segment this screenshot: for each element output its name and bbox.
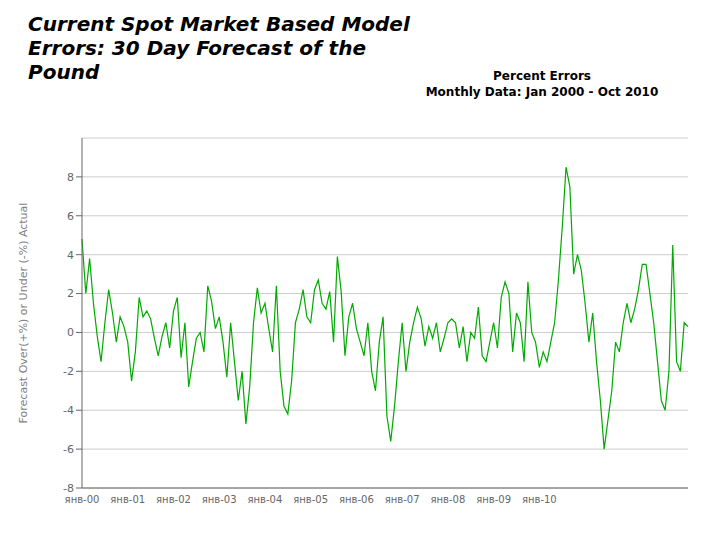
svg-text:янв-05: янв-05 <box>293 494 328 505</box>
svg-text:2: 2 <box>67 287 74 300</box>
svg-text:6: 6 <box>67 210 74 223</box>
svg-text:-4: -4 <box>63 404 74 417</box>
svg-text:-2: -2 <box>63 365 74 378</box>
svg-text:янв-02: янв-02 <box>156 494 191 505</box>
svg-text:8: 8 <box>67 171 74 184</box>
svg-text:янв-07: янв-07 <box>385 494 420 505</box>
svg-text:янв-09: янв-09 <box>476 494 511 505</box>
svg-text:0: 0 <box>67 326 74 339</box>
svg-text:-6: -6 <box>63 443 74 456</box>
svg-text:4: 4 <box>67 249 74 262</box>
html-text:Current Spot Market Based Mode: Current Spot Market Based Model Errors: … <box>28 12 410 84</box>
svg-text:янв-04: янв-04 <box>248 494 283 505</box>
svg-text:Forecast Over(+%) or Under (-%: Forecast Over(+%) or Under (-%) Actual <box>17 203 30 424</box>
svg-text:янв-00: янв-00 <box>65 494 100 505</box>
html-text:Percent Errors Monthly Data: J: Percent Errors Monthly Data: Jan 2000 - … <box>425 69 659 100</box>
svg-text:янв-06: янв-06 <box>339 494 374 505</box>
svg-text:янв-03: янв-03 <box>202 494 237 505</box>
svg-text:-8: -8 <box>63 482 74 495</box>
svg-text:янв-08: янв-08 <box>430 494 465 505</box>
svg-text:янв-01: янв-01 <box>110 494 145 505</box>
svg-text:янв-10: янв-10 <box>522 494 557 505</box>
